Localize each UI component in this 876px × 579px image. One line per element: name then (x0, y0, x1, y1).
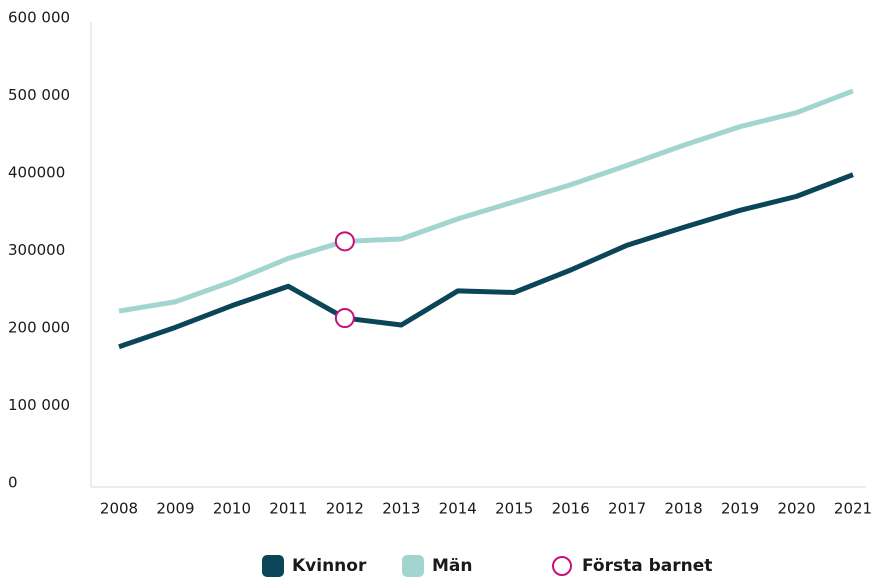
y-tick-label: 300000 (8, 241, 65, 259)
y-tick-label: 500 000 (8, 86, 70, 104)
legend-label: Kvinnor (292, 556, 367, 576)
y-tick-label: 400000 (8, 164, 65, 182)
x-tick-label: 2015 (495, 500, 533, 518)
legend-swatch (402, 555, 424, 577)
x-tick-label: 2010 (213, 500, 251, 518)
x-tick-label: 2009 (156, 500, 194, 518)
x-tick-label: 2021 (834, 500, 872, 518)
y-tick-label: 0 (8, 474, 18, 492)
x-tick-label: 2013 (382, 500, 420, 518)
x-tick-label: 2016 (552, 500, 590, 518)
x-tick-label: 2011 (269, 500, 307, 518)
x-tick-label: 2019 (721, 500, 759, 518)
x-tick-label: 2008 (100, 500, 138, 518)
x-tick-label: 2012 (326, 500, 364, 518)
y-tick-label: 600 000 (8, 9, 70, 27)
x-tick-label: 2018 (665, 500, 703, 518)
highlight-marker (334, 308, 355, 329)
x-tick-label: 2014 (439, 500, 477, 518)
series-line (118, 88, 854, 314)
x-tick-label: 2020 (777, 500, 815, 518)
x-tick-label: 2017 (608, 500, 646, 518)
legend-label: Första barnet (582, 556, 712, 576)
legend-label: Män (432, 556, 473, 576)
series-line (118, 172, 854, 350)
highlight-marker (334, 231, 355, 252)
y-tick-label: 100 000 (8, 396, 70, 414)
legend-marker (552, 556, 572, 576)
legend-swatch (262, 555, 284, 577)
y-tick-label: 200 000 (8, 319, 70, 337)
